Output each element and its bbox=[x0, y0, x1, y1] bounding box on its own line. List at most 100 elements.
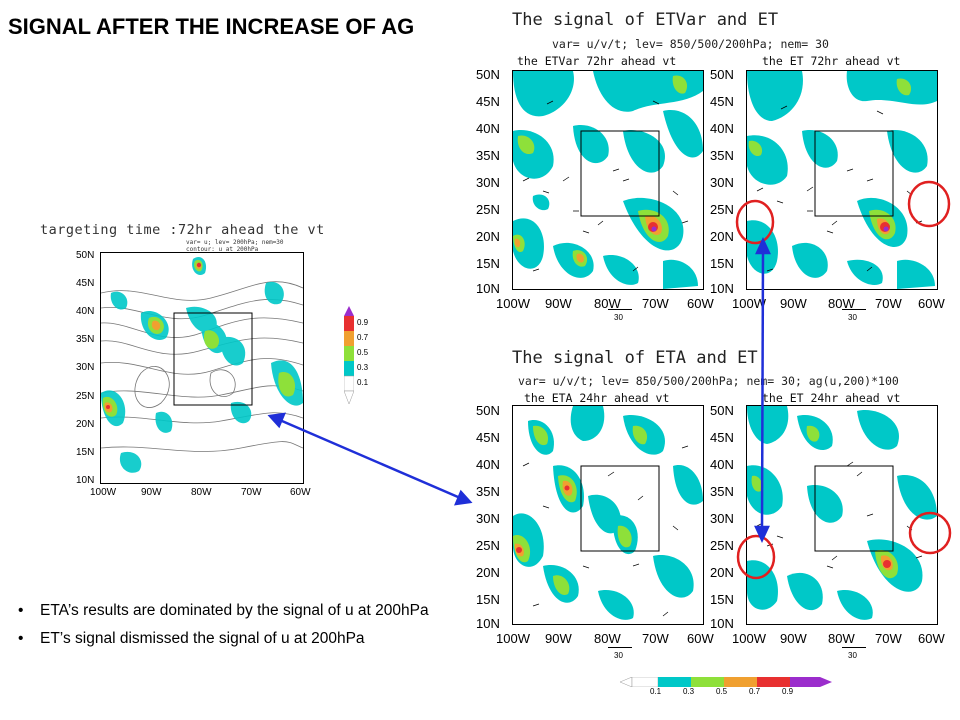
top-left-y-label: 25N bbox=[476, 202, 500, 217]
bottom-right-y-label: 20N bbox=[710, 565, 734, 580]
bottom-left-x-label: 100W bbox=[496, 631, 530, 646]
top-left-y-label: 15N bbox=[476, 256, 500, 271]
top-left-vector-ref-arrow bbox=[608, 309, 632, 310]
left-y-label: 15N bbox=[76, 447, 95, 458]
top-left-vector-ref: 30 bbox=[614, 313, 623, 322]
left-map-field bbox=[101, 253, 303, 483]
left-y-label: 40N bbox=[76, 306, 95, 317]
bottom-right-map bbox=[746, 405, 938, 625]
top-right-x-label: 100W bbox=[732, 296, 766, 311]
top-left-y-label: 45N bbox=[476, 94, 500, 109]
bottom-left-x-label: 80W bbox=[594, 631, 621, 646]
left-x-label: 100W bbox=[90, 487, 117, 498]
bottom-left-y-label: 30N bbox=[476, 511, 500, 526]
bottom-right-x-label: 90W bbox=[780, 631, 807, 646]
bottom-figure-title: The signal of ETA and ET bbox=[512, 348, 758, 368]
bottom-colorbar bbox=[619, 674, 832, 688]
left-x-label: 80W bbox=[191, 487, 212, 498]
top-left-y-label: 20N bbox=[476, 229, 500, 244]
top-right-x-label: 80W bbox=[828, 296, 855, 311]
top-figure-title: The signal of ETVar and ET bbox=[512, 10, 779, 30]
bottom-left-panel-title: the ETA 24hr ahead vt bbox=[524, 391, 670, 405]
top-left-x-label: 90W bbox=[545, 296, 572, 311]
left-colorbar-tick: 0.9 bbox=[357, 318, 369, 327]
highlight-circle bbox=[735, 199, 775, 245]
top-right-y-label: 30N bbox=[710, 175, 734, 190]
highlight-circle bbox=[908, 511, 952, 555]
bottom-left-y-label: 25N bbox=[476, 538, 500, 553]
top-right-y-label: 50N bbox=[710, 67, 734, 82]
bottom-left-y-label: 35N bbox=[476, 484, 500, 499]
top-right-x-label: 70W bbox=[875, 296, 902, 311]
top-left-map bbox=[512, 70, 704, 290]
left-figure-subtitle-1: var= u; lev= 200hPa; nem=30 bbox=[186, 239, 284, 246]
left-y-label: 50N bbox=[76, 250, 95, 261]
bottom-left-y-label: 50N bbox=[476, 403, 500, 418]
top-right-y-label: 15N bbox=[710, 256, 734, 271]
bottom-figure-subtitle: var= u/v/t; lev= 850/500/200hPa; nem= 30… bbox=[518, 374, 899, 388]
top-left-x-label: 80W bbox=[594, 296, 621, 311]
top-left-x-label: 70W bbox=[642, 296, 669, 311]
bottom-right-x-label: 100W bbox=[732, 631, 766, 646]
bottom-left-y-label: 40N bbox=[476, 457, 500, 472]
top-left-panel-title: the ETVar 72hr ahead vt bbox=[517, 54, 677, 68]
bottom-right-x-label: 70W bbox=[875, 631, 902, 646]
top-left-y-label: 10N bbox=[476, 281, 500, 296]
top-right-y-label: 20N bbox=[710, 229, 734, 244]
top-right-y-label: 25N bbox=[710, 202, 734, 217]
bottom-colorbar-tick: 0.3 bbox=[683, 687, 695, 696]
bottom-right-x-label: 60W bbox=[918, 631, 945, 646]
top-right-vector-ref-arrow bbox=[842, 309, 866, 310]
bottom-right-y-label: 40N bbox=[710, 457, 734, 472]
bottom-left-x-label: 60W bbox=[687, 631, 714, 646]
bottom-left-vector-ref: 30 bbox=[614, 651, 623, 660]
left-x-label: 90W bbox=[141, 487, 162, 498]
bottom-left-x-label: 70W bbox=[642, 631, 669, 646]
left-colorbar-tick: 0.3 bbox=[357, 363, 369, 372]
bottom-right-y-label: 45N bbox=[710, 430, 734, 445]
top-left-y-label: 50N bbox=[476, 67, 500, 82]
left-y-label: 35N bbox=[76, 334, 95, 345]
left-y-label: 25N bbox=[76, 391, 95, 402]
top-right-y-label: 35N bbox=[710, 148, 734, 163]
slide-title: SIGNAL AFTER THE INCREASE OF AG bbox=[8, 14, 415, 39]
left-y-label: 20N bbox=[76, 419, 95, 430]
left-colorbar-tick: 0.5 bbox=[357, 348, 369, 357]
bottom-colorbar-tick: 0.1 bbox=[650, 687, 662, 696]
bullet-list: ETA’s results are dominated by the signa… bbox=[14, 600, 444, 656]
bottom-left-y-label: 10N bbox=[476, 616, 500, 631]
left-colorbar-tick: 0.7 bbox=[357, 333, 369, 342]
bottom-right-vector-ref-arrow bbox=[842, 647, 866, 648]
top-right-x-label: 90W bbox=[780, 296, 807, 311]
highlight-circle bbox=[907, 180, 951, 228]
bullet-item: ET’s signal dismissed the signal of u at… bbox=[14, 628, 444, 650]
top-right-vector-ref: 30 bbox=[848, 313, 857, 322]
top-right-y-label: 45N bbox=[710, 94, 734, 109]
bottom-right-y-label: 15N bbox=[710, 592, 734, 607]
left-x-label: 60W bbox=[290, 487, 311, 498]
top-right-x-label: 60W bbox=[918, 296, 945, 311]
bullet-item: ETA’s results are dominated by the signa… bbox=[14, 600, 444, 622]
bottom-colorbar-tick: 0.9 bbox=[782, 687, 794, 696]
left-y-label: 10N bbox=[76, 475, 95, 486]
bottom-right-y-label: 50N bbox=[710, 403, 734, 418]
top-left-y-label: 35N bbox=[476, 148, 500, 163]
bottom-left-y-label: 45N bbox=[476, 430, 500, 445]
connector-arrow bbox=[281, 419, 459, 499]
bottom-left-y-label: 20N bbox=[476, 565, 500, 580]
bottom-left-y-label: 15N bbox=[476, 592, 500, 607]
bottom-right-y-label: 35N bbox=[710, 484, 734, 499]
bottom-left-x-label: 90W bbox=[545, 631, 572, 646]
left-map bbox=[100, 252, 304, 484]
top-right-map bbox=[746, 70, 938, 290]
bottom-right-vector-ref: 30 bbox=[848, 651, 857, 660]
top-left-y-label: 40N bbox=[476, 121, 500, 136]
left-y-label: 45N bbox=[76, 278, 95, 289]
top-figure-subtitle: var= u/v/t; lev= 850/500/200hPa; nem= 30 bbox=[552, 37, 829, 51]
highlight-circle bbox=[736, 534, 776, 580]
left-figure-subtitle-2: contour: u at 200hPa bbox=[186, 246, 259, 253]
top-left-x-label: 60W bbox=[687, 296, 714, 311]
top-left-x-label: 100W bbox=[496, 296, 530, 311]
bottom-right-y-label: 30N bbox=[710, 511, 734, 526]
